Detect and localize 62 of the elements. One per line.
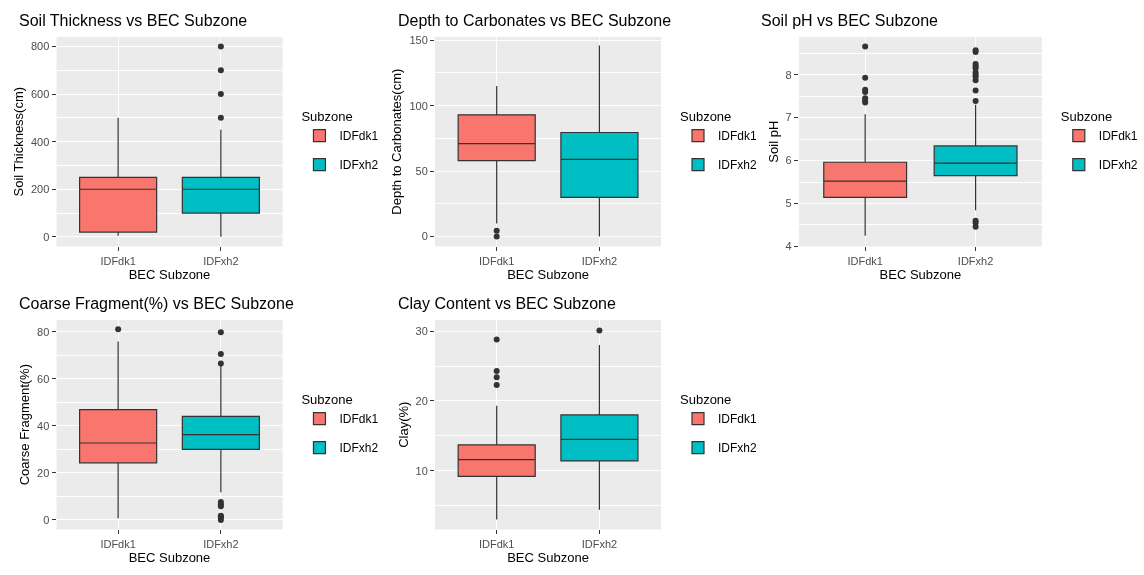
y-axis-title: Clay(%) bbox=[395, 401, 411, 448]
y-axis-title: Soil pH bbox=[765, 120, 781, 163]
y-tick-label: 0 bbox=[421, 230, 428, 243]
y-tick-label: 5 bbox=[785, 197, 792, 210]
x-tick-label: IDFdk1 bbox=[478, 254, 515, 267]
y-tick-label: 50 bbox=[415, 164, 428, 177]
legend-label: IDFdk1 bbox=[339, 129, 379, 144]
legend-label: IDFxh2 bbox=[339, 441, 379, 456]
y-tick-label: 6 bbox=[785, 154, 792, 167]
legend-title: Subzone bbox=[680, 109, 732, 125]
y-tick-label: 200 bbox=[30, 183, 50, 196]
x-tick-label: IDFxh2 bbox=[581, 254, 618, 267]
legend-label: IDFxh2 bbox=[339, 158, 379, 173]
x-tick-label: IDFdk1 bbox=[100, 254, 136, 267]
y-tick-label: 10 bbox=[415, 464, 428, 477]
legend-title: Subzone bbox=[301, 392, 353, 408]
legend-label: IDFdk1 bbox=[1098, 129, 1138, 144]
y-tick-label: 30 bbox=[415, 324, 428, 337]
chart-title: Clay Content vs BEC Subzone bbox=[398, 295, 616, 312]
x-tick-label: IDFdk1 bbox=[847, 254, 883, 267]
x-tick-label: IDFxh2 bbox=[957, 254, 994, 267]
y-tick-label: 7 bbox=[785, 111, 792, 124]
legend-label: IDFdk1 bbox=[718, 129, 757, 144]
x-tick-label: IDFdk1 bbox=[478, 537, 515, 550]
legend-label: IDFxh2 bbox=[1098, 158, 1138, 173]
x-tick-label: IDFxh2 bbox=[203, 537, 239, 550]
y-tick-label: 0 bbox=[43, 230, 50, 243]
y-tick-label: 150 bbox=[409, 34, 428, 47]
chart-title: Depth to Carbonates vs BEC Subzone bbox=[398, 12, 672, 29]
x-tick-label: IDFxh2 bbox=[581, 537, 618, 550]
y-tick-label: 600 bbox=[30, 87, 50, 100]
y-tick-label: 40 bbox=[37, 419, 50, 432]
legend-title: Subzone bbox=[680, 392, 732, 408]
y-tick-label: 100 bbox=[409, 99, 428, 112]
x-axis-title: BEC Subzone bbox=[128, 266, 211, 282]
y-tick-label: 4 bbox=[785, 240, 792, 253]
x-tick-label: IDFdk1 bbox=[100, 537, 136, 550]
x-axis-title: BEC Subzone bbox=[507, 266, 589, 282]
chart-title: Soil pH vs BEC Subzone bbox=[761, 12, 939, 29]
y-axis-title: Soil Thickness(cm) bbox=[10, 86, 26, 197]
y-axis-title: Coarse Fragment(%) bbox=[17, 363, 32, 486]
legend-title: Subzone bbox=[1060, 109, 1113, 125]
y-tick-label: 20 bbox=[415, 394, 428, 407]
y-tick-label: 800 bbox=[30, 40, 50, 53]
y-tick-label: 20 bbox=[37, 466, 50, 479]
y-tick-label: 80 bbox=[37, 325, 50, 338]
y-tick-label: 0 bbox=[43, 513, 50, 526]
x-axis-title: BEC Subzone bbox=[879, 266, 962, 282]
x-axis-title: BEC Subzone bbox=[507, 549, 589, 565]
legend-label: IDFdk1 bbox=[718, 412, 757, 427]
legend-label: IDFxh2 bbox=[718, 441, 757, 456]
legend-title: Subzone bbox=[301, 109, 353, 125]
chart-title: Coarse Fragment(%) vs BEC Subzone bbox=[19, 295, 294, 312]
y-tick-label: 400 bbox=[30, 135, 50, 148]
x-tick-label: IDFxh2 bbox=[203, 254, 239, 267]
x-axis-title: BEC Subzone bbox=[128, 549, 211, 565]
y-axis-title: Depth to Carbonates(cm) bbox=[389, 68, 405, 215]
y-tick-label: 8 bbox=[785, 68, 792, 81]
legend-label: IDFxh2 bbox=[718, 158, 757, 173]
chart-title: Soil Thickness vs BEC Subzone bbox=[19, 12, 248, 29]
legend-label: IDFdk1 bbox=[339, 412, 379, 427]
y-tick-label: 60 bbox=[37, 372, 50, 385]
